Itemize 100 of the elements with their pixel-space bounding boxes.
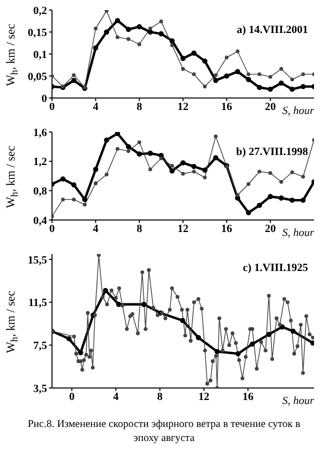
point <box>278 195 284 201</box>
point <box>71 182 76 188</box>
y-tick-label: 1,2 <box>33 156 48 168</box>
point <box>72 73 76 78</box>
point <box>116 146 120 151</box>
x-tick-label: 20 <box>264 222 276 235</box>
annotation: b) 27.VIII.1998 <box>236 146 308 158</box>
point <box>236 49 240 54</box>
point <box>169 38 175 44</box>
point <box>224 56 229 60</box>
point <box>126 37 130 41</box>
y-tick-label: 0,2 <box>33 4 48 17</box>
point <box>78 350 84 356</box>
point <box>202 168 208 173</box>
point <box>71 78 76 83</box>
point <box>246 72 250 76</box>
point <box>236 193 240 197</box>
point <box>192 170 196 174</box>
point <box>290 328 296 334</box>
point <box>148 168 152 172</box>
point <box>196 335 202 340</box>
x-tick-label: 12 <box>198 390 210 403</box>
point <box>234 69 240 74</box>
point <box>246 182 250 186</box>
x-tick-label: 0 <box>49 222 56 235</box>
point <box>60 176 66 182</box>
point <box>258 170 262 174</box>
point <box>301 174 305 179</box>
y-tick-label: 0,1 <box>33 48 47 61</box>
point <box>246 76 252 82</box>
point <box>102 288 108 294</box>
x-axis-title: S, hour <box>282 105 315 117</box>
text: Рис.8. Изменение скорости эфирного ветра в течение суток в эпоху августа <box>26 418 302 446</box>
point <box>180 318 186 324</box>
point <box>141 302 147 307</box>
point <box>94 181 98 186</box>
y-tick-label: 0 <box>42 92 48 105</box>
point <box>180 160 186 166</box>
point <box>116 302 122 307</box>
x-tick-label: 16 <box>242 390 254 403</box>
point <box>114 18 120 24</box>
point <box>268 171 272 175</box>
point <box>126 26 132 32</box>
point <box>300 198 306 203</box>
point <box>137 140 142 144</box>
point <box>266 332 272 337</box>
point <box>137 42 142 46</box>
y-tick-label: 3,5 <box>33 382 48 395</box>
x-tick-label: 16 <box>221 222 233 235</box>
point <box>148 150 153 156</box>
y-tick-label: 15,5 <box>28 254 48 266</box>
point <box>191 164 197 170</box>
point <box>224 73 230 79</box>
point <box>159 20 164 24</box>
point <box>93 45 98 50</box>
y-tick-label: 11,5 <box>28 297 48 310</box>
point <box>169 168 175 174</box>
point <box>256 202 262 208</box>
point <box>93 166 98 172</box>
point <box>202 84 207 88</box>
point <box>136 151 142 157</box>
y-tick-label: 0,15 <box>28 26 48 39</box>
point <box>279 180 284 184</box>
point <box>213 155 218 160</box>
point <box>126 149 130 153</box>
annotation: a) 14.VIII.2001 <box>236 24 308 36</box>
point <box>290 78 294 82</box>
point <box>235 351 241 356</box>
point <box>158 31 164 36</box>
x-tick-label: 4 <box>92 222 99 235</box>
point <box>202 58 208 64</box>
x-tick-label: 4 <box>113 390 120 403</box>
point <box>250 341 255 347</box>
point <box>268 74 272 79</box>
point <box>214 348 220 354</box>
x-tick-label: 16 <box>221 100 233 113</box>
x-axis-title: S, hour <box>282 227 315 239</box>
point <box>61 198 65 202</box>
point <box>192 72 196 76</box>
point <box>300 84 306 90</box>
point <box>290 86 295 92</box>
point <box>258 72 262 76</box>
point <box>170 43 174 48</box>
x-tick-label: 12 <box>178 222 189 235</box>
x-tick-label: 20 <box>264 100 276 113</box>
point <box>170 164 174 168</box>
point <box>191 50 197 56</box>
point <box>104 172 108 176</box>
y-tick-label: 0,05 <box>28 70 48 83</box>
point <box>94 26 98 30</box>
point <box>290 170 294 174</box>
point <box>114 132 120 136</box>
point <box>256 84 262 90</box>
x-tick-label: 0 <box>69 390 76 403</box>
point <box>180 56 186 61</box>
point <box>104 137 110 143</box>
point <box>82 202 87 206</box>
point <box>104 29 110 35</box>
y-tick-label: 7,5 <box>33 340 48 352</box>
annotation: c) 1.VIII.1925 <box>242 262 308 274</box>
